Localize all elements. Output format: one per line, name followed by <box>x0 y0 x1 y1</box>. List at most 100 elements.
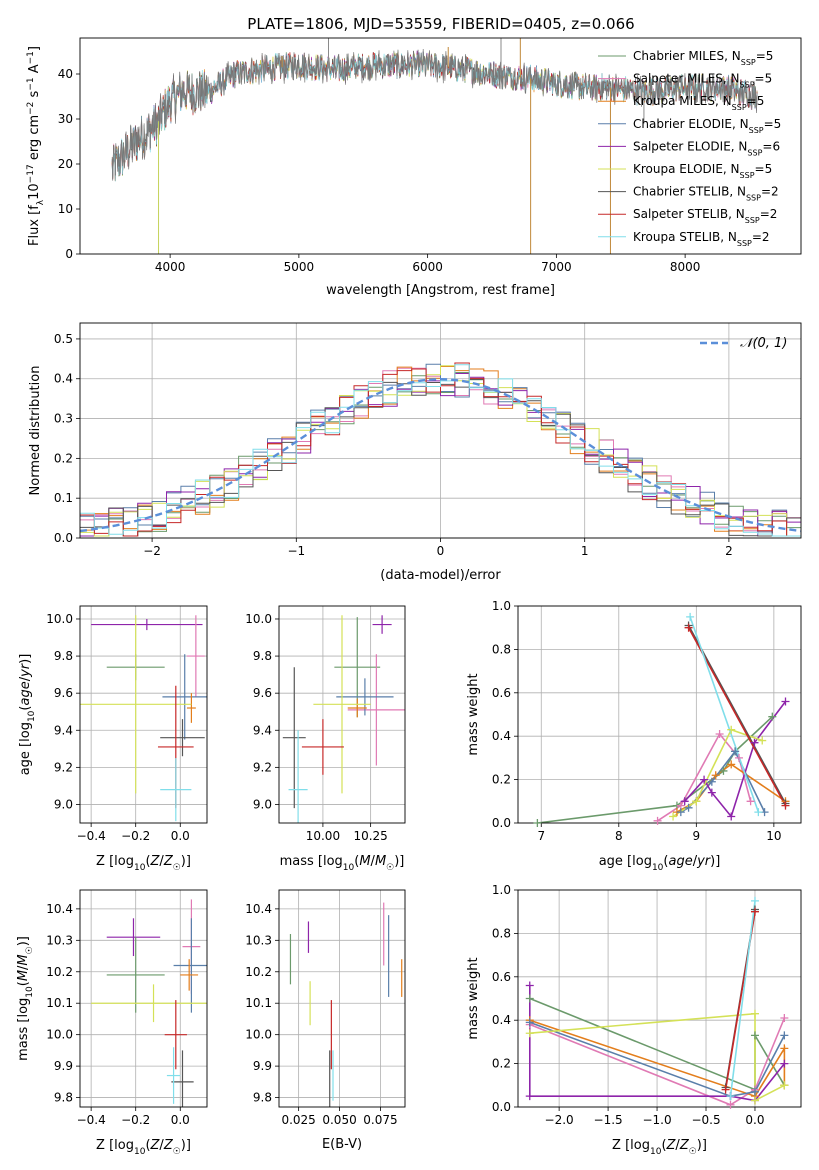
errorbar-point <box>186 693 196 723</box>
x-tick-label: 7000 <box>541 260 572 274</box>
x-tick-label: −1.5 <box>594 1113 623 1127</box>
axes-frame <box>79 322 802 539</box>
mass-weight-marker <box>680 797 689 806</box>
y-tick-label: 0.4 <box>492 729 511 743</box>
x-tick-label: −2 <box>143 544 161 558</box>
x-tick-label: −0.4 <box>77 829 106 843</box>
mass-weight-marker <box>780 1059 789 1068</box>
plot-area-mass_vs_Z <box>91 899 207 1107</box>
histogram-series <box>80 364 801 537</box>
axes-frame <box>79 889 208 1108</box>
y-axis-label: mass weight <box>466 957 481 1039</box>
errorbar-point <box>91 984 207 1023</box>
mass-weight-marker <box>726 1092 735 1101</box>
mass-weight-marker <box>692 797 701 806</box>
errorbar-point <box>106 918 161 957</box>
legend-entry-label: Chabrier STELIB, NSSP=2 <box>633 185 779 203</box>
y-tick-label: 1.0 <box>492 599 511 613</box>
plot-area-spectrum <box>111 38 758 254</box>
mass-weight-series <box>729 900 756 1097</box>
mass-weight-marker <box>750 907 759 916</box>
mass-weight-marker <box>780 1014 789 1023</box>
x-tick-label: −0.4 <box>77 1113 106 1127</box>
x-tick-label: 0.0 <box>745 1113 764 1127</box>
x-tick-label: 1 <box>581 544 589 558</box>
mass-weight-marker <box>781 697 790 706</box>
mass-weight-marker <box>750 1031 759 1040</box>
y-axis-label: mass weight <box>466 673 481 755</box>
mass-weight-marker <box>727 760 736 769</box>
y-tick-label: 9.6 <box>54 686 73 700</box>
mass-weight-marker <box>750 1009 759 1018</box>
mass-weight-marker <box>754 808 763 817</box>
y-tick-label: 0.2 <box>492 1057 511 1071</box>
mass-weight-marker <box>750 1096 759 1105</box>
x-tick-label: 8000 <box>670 260 701 274</box>
x-tick-label: −1.0 <box>642 1113 671 1127</box>
x-axis-label: mass [log10(M/M☉)] <box>280 854 405 873</box>
mass-weight-marker <box>525 981 534 990</box>
y-tick-label: 20 <box>58 157 73 171</box>
y-tick-label: 10.4 <box>245 902 272 916</box>
mass-weight-marker <box>686 612 695 621</box>
legend-entry-label: Salpeter ELODIE, NSSP=6 <box>633 139 780 157</box>
x-tick-label: 9 <box>693 829 701 843</box>
normal-curve <box>80 377 801 533</box>
legend-entry-label: Kroupa STELIB, NSSP=2 <box>633 230 770 248</box>
y-tick-label: 9.0 <box>54 797 73 811</box>
mass-weight-marker <box>746 797 755 806</box>
axes-frame <box>79 605 208 824</box>
x-tick-label: 4000 <box>155 260 186 274</box>
mass-weight-marker <box>684 623 693 632</box>
errorbar-point <box>301 719 344 775</box>
y-tick-label: 10.3 <box>245 933 272 947</box>
y-tick-label: 30 <box>58 112 73 126</box>
axes-frame <box>517 605 802 824</box>
x-tick-label: 0.0 <box>171 1113 190 1127</box>
legend-entry-label: Kroupa ELODIE, NSSP=5 <box>633 162 772 180</box>
y-tick-label: 1.0 <box>492 883 511 897</box>
y-tick-label: 10.0 <box>245 1028 272 1042</box>
x-tick-label: 0.0 <box>171 829 190 843</box>
x-tick-label: 0.075 <box>363 1113 397 1127</box>
legend-entry-label: Salpeter MILES, NSSP=5 <box>633 72 772 90</box>
panel-mass_weight_vs_Z: −2.0 −1.5 −1.0 −0.5 0.0 0.0 0.2 0.4 0.6 0.8 1.0 Z [… <box>466 883 802 1157</box>
errorbar-point <box>164 1000 187 1070</box>
errorbar-point <box>347 698 367 718</box>
y-tick-label: 0.6 <box>492 970 511 984</box>
y-tick-label: 9.6 <box>253 686 272 700</box>
y-tick-label: 0.8 <box>492 926 511 940</box>
x-axis-label: Z [log10(Z/Z☉)] <box>612 1138 707 1157</box>
y-tick-label: 0 <box>65 247 73 261</box>
y-tick-label: 10.1 <box>46 996 73 1010</box>
y-tick-label: 0.0 <box>492 1100 511 1114</box>
y-tick-label: 10.0 <box>46 612 73 626</box>
y-tick-label: 0.2 <box>54 451 73 465</box>
spectrum-data-line <box>111 48 758 181</box>
y-tick-label: 10.4 <box>46 902 73 916</box>
y-tick-label: 9.0 <box>253 797 272 811</box>
mass-weight-marker <box>653 816 662 825</box>
errorbar-point <box>173 918 207 1013</box>
y-tick-label: 0.1 <box>54 491 73 505</box>
x-tick-label: 10.25 <box>353 829 387 843</box>
y-tick-label: 0.5 <box>54 332 73 346</box>
axes-frame <box>79 37 802 255</box>
y-tick-label: 0.0 <box>492 816 511 830</box>
y-axis-label: age [log10(age/yr)] <box>18 654 37 776</box>
histogram-series <box>80 365 801 537</box>
plot-area-age_vs_mass <box>282 615 405 823</box>
mass-weight-marker <box>750 738 759 747</box>
mass-weight-marker <box>727 725 736 734</box>
mass-weight-series <box>687 625 787 804</box>
mass-weight-marker <box>715 730 724 739</box>
y-tick-label: 0.0 <box>54 531 73 545</box>
errorbar-point <box>91 618 203 631</box>
mass-weight-marker <box>780 1081 789 1090</box>
x-tick-label: 6000 <box>412 260 443 274</box>
x-tick-label: −1 <box>287 544 305 558</box>
x-tick-label: 7 <box>537 829 545 843</box>
errorbar-point <box>180 959 199 991</box>
legend: Chabrier MILES, NSSP=5 Salpeter MILES, NS… <box>598 49 781 247</box>
